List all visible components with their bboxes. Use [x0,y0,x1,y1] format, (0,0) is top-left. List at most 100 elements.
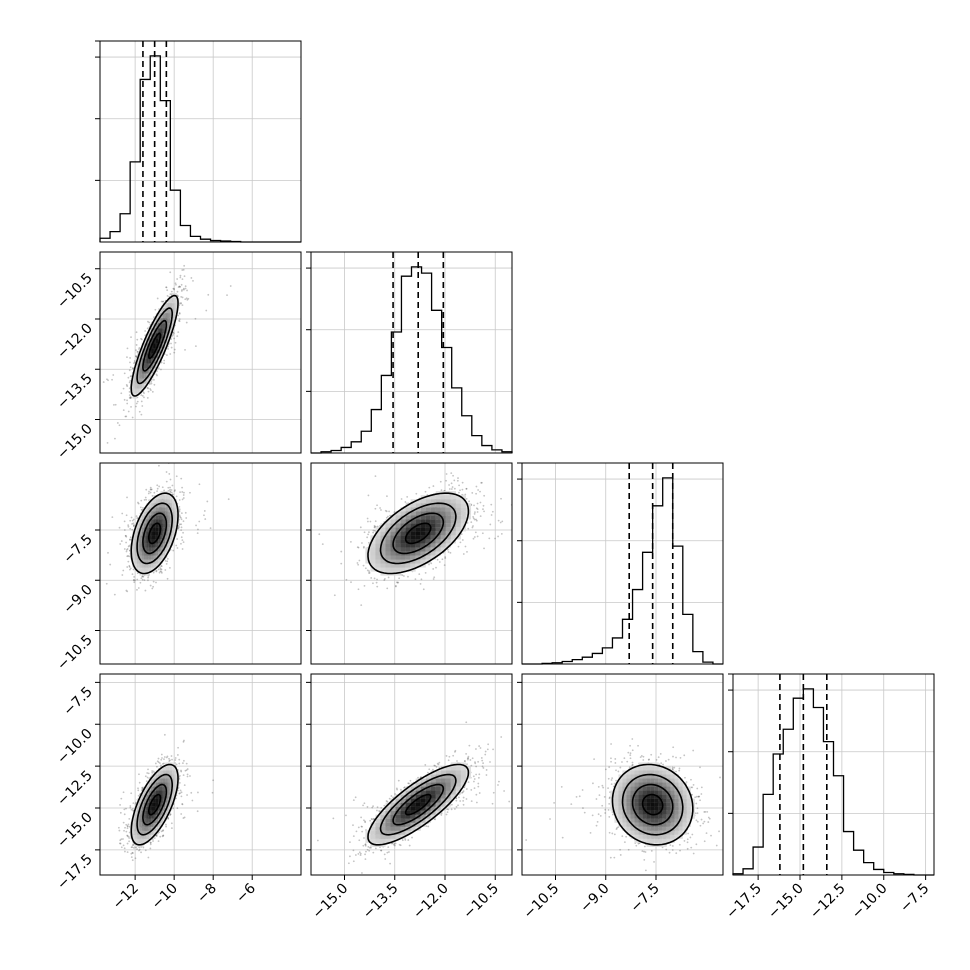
density-cell [153,543,156,548]
density-cell [158,515,161,520]
sample-point [497,535,499,538]
sample-point [179,491,182,494]
density-cell [162,519,166,524]
sample-point [128,565,131,568]
density-cell [165,303,168,309]
density-cell [141,527,145,532]
sample-point [127,376,130,379]
density-cell [137,373,140,379]
density-cell [132,539,135,544]
histogram-step [522,477,723,665]
sample-point [369,520,372,523]
sample-point [598,505,600,507]
density-cell [137,543,140,548]
sample-point [349,540,352,543]
density-cell [139,363,142,369]
sample-point [345,578,348,581]
density-cell [158,328,161,334]
sample-point [419,582,422,585]
sample-point [368,572,371,574]
sample-point [178,285,181,288]
sample-point [147,576,150,579]
sample-point [205,309,208,312]
sample-point [483,494,486,497]
sample-point [482,508,484,511]
sample-point [182,268,185,271]
sample-point [448,484,450,486]
sample-point [146,397,149,399]
density-cell [158,559,161,564]
density-cell [158,519,161,524]
sample-point [156,374,158,377]
density-cell [162,555,166,560]
sample-point [459,541,462,544]
density-cell [174,515,177,520]
sample-point [363,531,366,534]
sample-point [160,570,163,573]
sample-point [178,508,181,511]
sample-point [126,566,129,568]
sample-point [123,529,126,531]
sample-point [173,287,175,290]
sample-point [184,287,187,290]
sample-point [424,490,427,493]
sample-point [533,520,535,522]
sample-point [367,541,370,544]
sample-point [165,562,168,565]
sample-point [159,568,162,571]
sample-point [428,486,431,489]
sample-point [367,520,369,523]
sample-point [140,400,143,403]
sample-point [179,516,182,519]
density-cell [158,527,161,532]
sample-point [126,347,129,350]
sample-point [153,491,156,494]
density-cell [146,378,149,384]
sample-point [127,554,130,557]
density-cell [134,373,138,379]
panel-frame [310,251,513,454]
sample-point [196,532,199,535]
sample-point [472,515,475,518]
sample-point [135,515,138,518]
sample-point [131,523,133,525]
sample-point [456,479,459,482]
density-cell [153,358,156,364]
sample-point [397,581,400,584]
panel-frame [521,462,724,665]
sample-point [125,549,128,551]
sample-point [182,287,185,290]
density-cell [134,527,138,532]
sample-point [404,501,407,503]
density-cell [151,527,154,532]
density-cell [148,511,152,516]
density-cell [148,523,152,528]
sample-point [567,508,569,510]
sample-point [162,300,165,303]
density-cell [144,555,147,560]
contour-line [136,307,173,385]
sample-point [128,369,131,372]
sample-point [165,471,168,473]
sample-point [148,490,150,493]
density-cell [146,543,149,548]
sample-point [170,342,172,345]
sample-point [160,368,162,371]
density-cell [169,515,173,520]
sample-point [150,488,153,491]
sample-point [128,564,131,567]
contour-line [142,512,168,555]
sample-point [488,537,491,540]
sample-point [458,491,460,494]
sample-point [172,333,174,336]
sample-point [372,582,374,585]
sample-point [181,288,183,291]
sample-point [107,379,109,382]
sample-point [128,390,131,393]
sample-point [163,359,166,362]
sample-point [126,590,129,593]
sample-point [178,320,181,323]
density-cell [146,527,149,532]
sample-point [160,565,163,567]
